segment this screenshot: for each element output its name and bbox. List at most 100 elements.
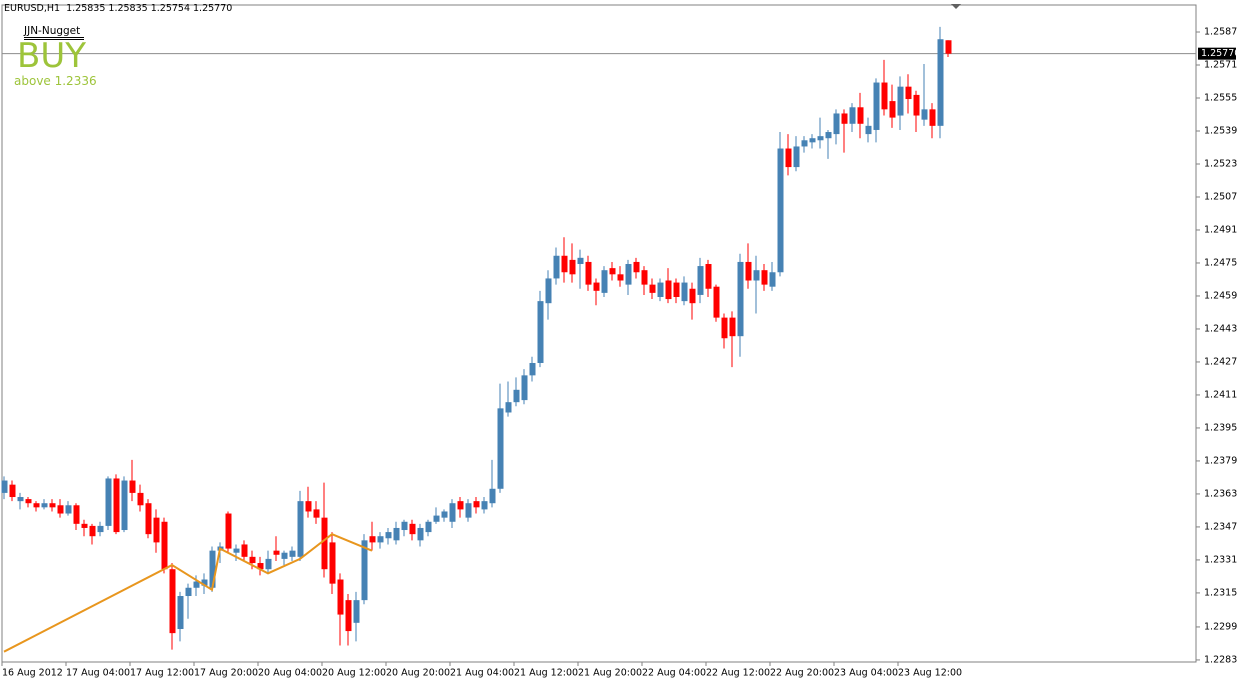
candle-body (129, 480, 136, 493)
candle-body (1, 480, 8, 493)
indicator-signal: BUY (17, 36, 86, 76)
y-tick-label: 1.23475 (1204, 521, 1237, 532)
candle-body (577, 257, 584, 265)
candle-body (905, 86, 912, 100)
x-tick-label: 17 Aug 12:00 (130, 668, 194, 679)
candle-body (401, 521, 408, 531)
x-tick-label: 23 Aug 04:00 (834, 668, 898, 679)
plot-frame (1, 4, 1197, 663)
candle-body (529, 362, 536, 376)
y-tick-label: 1.24115 (1204, 389, 1237, 400)
candle-body (9, 484, 16, 498)
candle-body (881, 82, 888, 110)
candle-body (817, 136, 824, 141)
candle-body (601, 270, 608, 293)
y-tick-label: 1.24595 (1204, 290, 1237, 301)
candle-body (249, 556, 256, 564)
candle-body (169, 569, 176, 634)
candle-body (777, 148, 784, 273)
y-tick-label: 1.23635 (1204, 488, 1237, 499)
candle-body (209, 550, 216, 588)
y-tick-label: 1.22830 (1204, 654, 1237, 665)
candle-body (449, 503, 456, 522)
candle-body (289, 550, 296, 557)
candle-body (801, 140, 808, 147)
candle-body (633, 261, 640, 273)
candle-body (105, 478, 112, 526)
candle-body (585, 261, 592, 285)
candle-body (481, 501, 488, 510)
y-tick-label: 1.24275 (1204, 356, 1237, 367)
candle-body (593, 282, 600, 291)
candle-body (153, 517, 160, 543)
candle-body (537, 301, 544, 363)
candle-body (889, 101, 896, 118)
x-tick-label: 20 Aug 20:00 (386, 668, 450, 679)
current-price-label: 1.25770 (1201, 48, 1237, 59)
candle-body (937, 39, 944, 126)
candle-body (313, 509, 320, 518)
y-tick-label: 1.23955 (1204, 422, 1237, 433)
x-tick-label: 23 Aug 12:00 (898, 668, 962, 679)
x-tick-label: 21 Aug 20:00 (578, 668, 642, 679)
candle-body (281, 552, 288, 559)
candle-body (41, 503, 48, 508)
candle-body (89, 525, 96, 537)
candle-body (457, 501, 464, 510)
candle-body (873, 82, 880, 130)
zigzag-line (3, 533, 373, 653)
x-tick-label: 21 Aug 04:00 (450, 668, 514, 679)
indicator-condition: above 1.2336 (14, 74, 97, 88)
candle-body (545, 278, 552, 304)
candle-body (97, 525, 104, 533)
candle-body (561, 255, 568, 273)
candle-body (425, 521, 432, 533)
candle-body (65, 505, 72, 514)
candle-body (49, 503, 56, 508)
candle-body (865, 125, 872, 135)
candle-body (305, 501, 312, 512)
candle-body (417, 527, 424, 541)
candle-body (761, 270, 768, 285)
candle-body (809, 138, 816, 143)
candle-body (721, 317, 728, 339)
x-tick-label: 17 Aug 04:00 (66, 668, 130, 679)
y-tick-label: 1.25555 (1204, 93, 1237, 104)
candle-body (193, 581, 200, 588)
candle-body (273, 550, 280, 555)
candle-body (433, 515, 440, 522)
candle-body (321, 517, 328, 570)
candle-body (625, 264, 632, 285)
candle-body (17, 497, 24, 502)
candle-body (649, 284, 656, 293)
candle-body (409, 523, 416, 535)
y-tick-label: 1.25075 (1204, 191, 1237, 202)
candle-body (345, 600, 352, 632)
candle-body (25, 499, 32, 504)
candle-body (113, 478, 120, 533)
y-tick-label: 1.24435 (1204, 323, 1237, 334)
candle-body (793, 146, 800, 168)
candle-body (745, 261, 752, 281)
candle-body (465, 503, 472, 518)
candle-body (737, 261, 744, 337)
candle-body (641, 270, 648, 285)
candle-body (489, 488, 496, 504)
candle-body (681, 282, 688, 302)
candle-body (337, 579, 344, 615)
candle-body (825, 132, 832, 139)
x-tick-label: 22 Aug 12:00 (706, 668, 770, 679)
candle-body (81, 523, 88, 528)
y-tick-label: 1.24915 (1204, 224, 1237, 235)
candle-body (385, 532, 392, 539)
candle-body (913, 94, 920, 116)
candle-body (553, 255, 560, 279)
candle-body (521, 375, 528, 401)
candle-body (441, 511, 448, 518)
y-tick-label: 1.25235 (1204, 158, 1237, 169)
candle-body (121, 480, 128, 531)
y-tick-label: 1.22990 (1204, 621, 1237, 632)
candle-body (705, 264, 712, 289)
